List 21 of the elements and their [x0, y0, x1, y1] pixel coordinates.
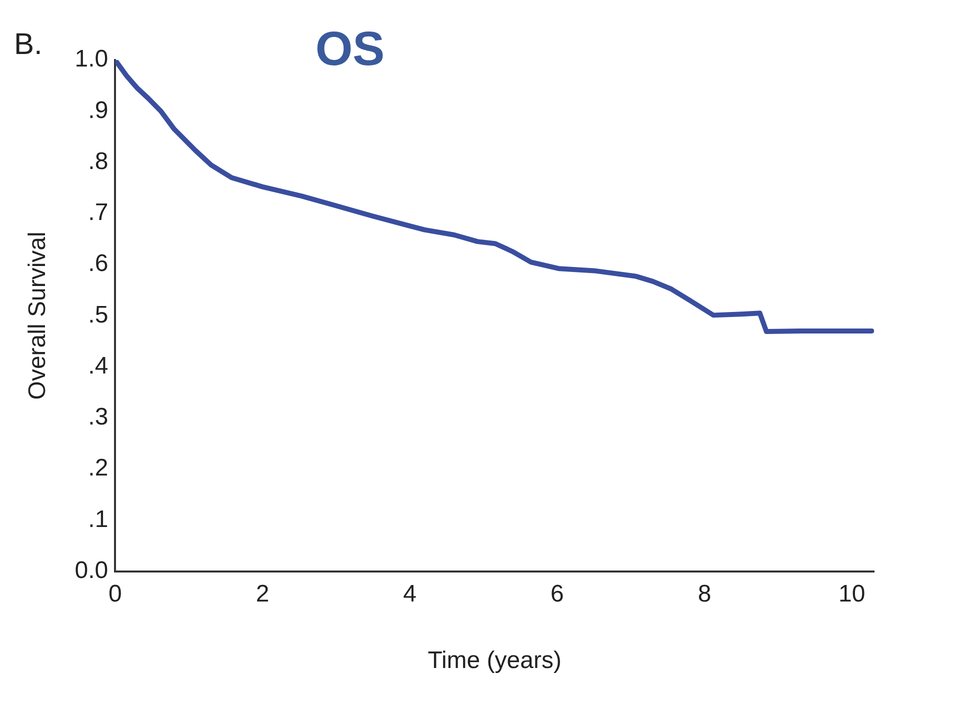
text: B. [14, 28, 42, 62]
x-tick-label: 2 [256, 580, 270, 608]
x-tick-label: 4 [403, 580, 417, 608]
y-axis-title: Overall Survival [24, 232, 52, 400]
x-axis-title: Time (years) [428, 647, 562, 674]
y-tick-label: .3 [88, 404, 108, 431]
y-tick-label: .8 [88, 148, 108, 175]
chart-title: OS [314, 22, 386, 77]
y-tick-label: 1.0 [74, 46, 108, 73]
x-tick-label: 0 [108, 580, 122, 608]
y-tick-label: .5 [88, 301, 108, 328]
y-tick-label: .4 [88, 352, 108, 380]
y-tick-label: .2 [88, 454, 108, 482]
y-tick-label: .1 [88, 506, 108, 533]
y-tick-label: .9 [88, 96, 108, 124]
x-tick-label: 8 [698, 580, 712, 608]
y-tick-label: .6 [88, 250, 108, 278]
y-tick-label: .7 [88, 199, 108, 226]
x-tick-label: 6 [550, 580, 564, 608]
y-tick-label: 0.0 [74, 557, 108, 584]
x-tick-label: 10 [838, 580, 866, 608]
